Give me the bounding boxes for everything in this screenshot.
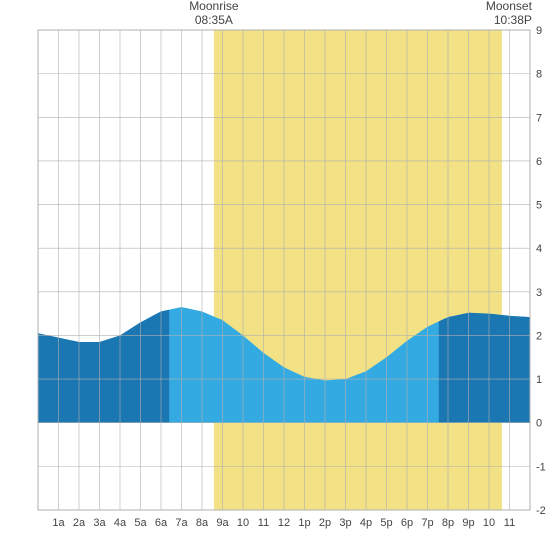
svg-text:6p: 6p [401,517,413,529]
svg-text:1: 1 [536,374,542,386]
svg-text:11: 11 [504,517,515,529]
moonset-time: 10:38P [472,14,532,28]
svg-text:12: 12 [278,517,290,529]
svg-text:9p: 9p [462,517,474,529]
tide-chart: -2-101234567891a2a3a4a5a6a7a8a9a1011121p… [0,0,550,550]
svg-text:7: 7 [536,112,542,124]
moonrise-label: Moonrise 08:35A [184,0,244,28]
svg-text:3p: 3p [339,517,351,529]
svg-text:8: 8 [536,69,542,81]
svg-text:9a: 9a [216,517,229,529]
moonrise-time: 08:35A [184,14,244,28]
svg-text:2a: 2a [73,517,86,529]
svg-text:9: 9 [536,25,542,37]
svg-text:2p: 2p [319,517,331,529]
svg-text:6a: 6a [155,517,168,529]
svg-text:5a: 5a [134,517,147,529]
svg-text:-2: -2 [536,505,546,517]
svg-text:8a: 8a [196,517,209,529]
svg-text:-1: -1 [536,461,546,473]
svg-text:1a: 1a [52,517,65,529]
svg-text:6: 6 [536,156,542,168]
svg-text:10: 10 [483,517,495,529]
svg-text:4p: 4p [360,517,372,529]
svg-text:0: 0 [536,418,542,430]
svg-text:7a: 7a [175,517,188,529]
chart-svg: -2-101234567891a2a3a4a5a6a7a8a9a1011121p… [0,0,550,550]
moonset-title: Moonset [472,0,532,14]
svg-text:5p: 5p [380,517,392,529]
svg-text:3: 3 [536,287,542,299]
moonrise-title: Moonrise [184,0,244,14]
svg-text:11: 11 [258,517,269,529]
svg-text:5: 5 [536,200,542,212]
moonset-label: Moonset 10:38P [472,0,532,28]
svg-text:7p: 7p [421,517,433,529]
svg-text:4: 4 [536,243,542,255]
svg-text:10: 10 [237,517,249,529]
svg-text:1p: 1p [298,517,310,529]
svg-text:3a: 3a [93,517,106,529]
svg-text:2: 2 [536,330,542,342]
svg-text:8p: 8p [442,517,454,529]
svg-text:4a: 4a [114,517,127,529]
